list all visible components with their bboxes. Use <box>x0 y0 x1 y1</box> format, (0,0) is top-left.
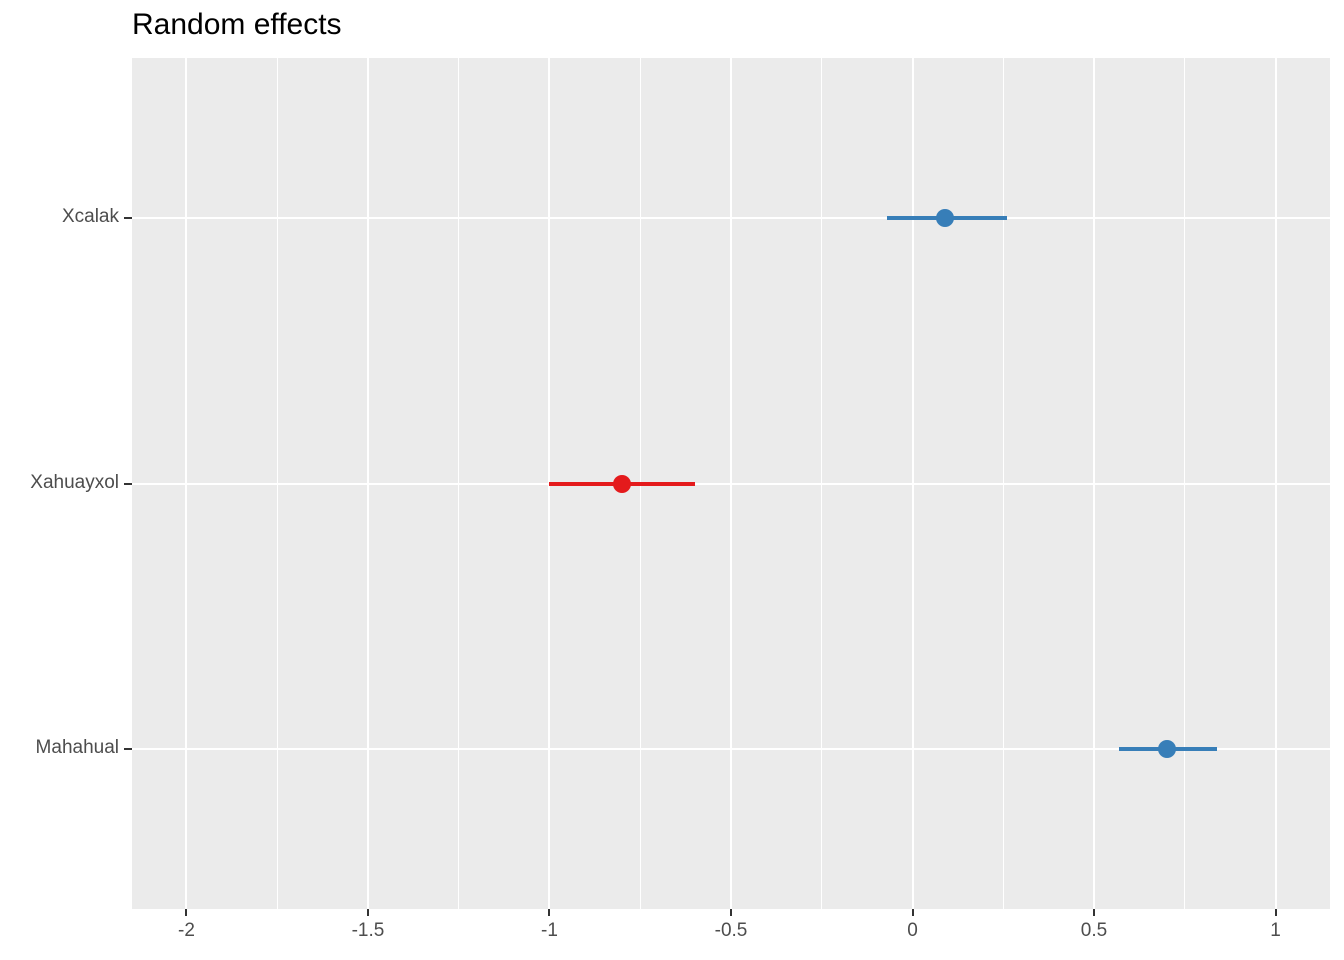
y-axis-tick-label: Xahuayxol <box>30 471 119 493</box>
x-axis-tick <box>366 909 369 916</box>
x-axis-tick-label: 1 <box>1270 920 1281 941</box>
plot-title: Random effects <box>132 8 342 41</box>
x-axis-tick <box>911 909 914 916</box>
estimate-point <box>613 474 632 493</box>
y-axis-tick <box>124 482 132 485</box>
y-axis-tick-label: Mahahual <box>35 737 119 759</box>
y-axis-tick <box>124 748 132 751</box>
estimate-point <box>1157 740 1176 759</box>
x-axis-tick <box>730 909 732 916</box>
x-axis-tick-label: 0.5 <box>1080 920 1108 941</box>
gridline-horizontal-major <box>132 482 1330 485</box>
x-axis-tick-label: -2 <box>178 920 195 941</box>
x-axis-tick <box>185 909 188 916</box>
plot-panel <box>132 58 1330 909</box>
x-axis-tick <box>1274 909 1277 916</box>
gridline-horizontal-major <box>132 748 1330 751</box>
estimate-point <box>936 208 955 227</box>
y-axis-tick <box>124 216 132 219</box>
x-axis-tick <box>1093 909 1096 916</box>
x-axis-tick-label: 0 <box>907 920 918 941</box>
x-axis-tick-label: -1 <box>541 920 558 941</box>
x-axis-tick-label: -1.5 <box>351 920 385 941</box>
y-axis-tick-label: Xcalak <box>61 205 119 227</box>
x-axis-tick <box>548 909 551 916</box>
x-axis-tick-label: -0.5 <box>714 920 748 941</box>
gridline-horizontal-major <box>132 216 1330 219</box>
